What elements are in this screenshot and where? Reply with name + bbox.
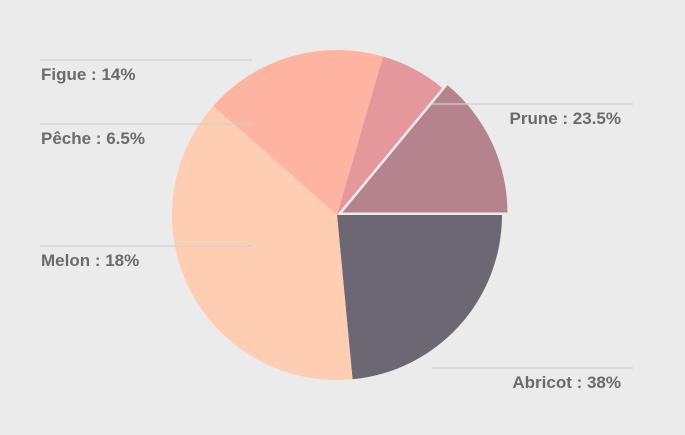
slice-label-melon: Melon : 18%	[41, 251, 139, 270]
slice-label-prune: Prune : 23.5%	[510, 109, 622, 128]
leader-lines	[40, 59, 633, 369]
pie-slice-abricot	[171, 105, 353, 381]
slice-label-figue: Figue : 14%	[41, 65, 135, 84]
slice-label-abricot: Abricot : 38%	[512, 373, 621, 392]
slice-label-peche: Pêche : 6.5%	[41, 129, 145, 148]
pie-slices	[171, 49, 508, 381]
pie-slice-figue	[342, 85, 508, 213]
pie-slice-prune	[337, 215, 502, 380]
pie-slice-peche	[337, 56, 443, 215]
slice-labels: Prune : 23.5% Abricot : 38% Melon : 18% Pêc…	[41, 65, 621, 392]
pie-slice-melon	[213, 49, 384, 215]
